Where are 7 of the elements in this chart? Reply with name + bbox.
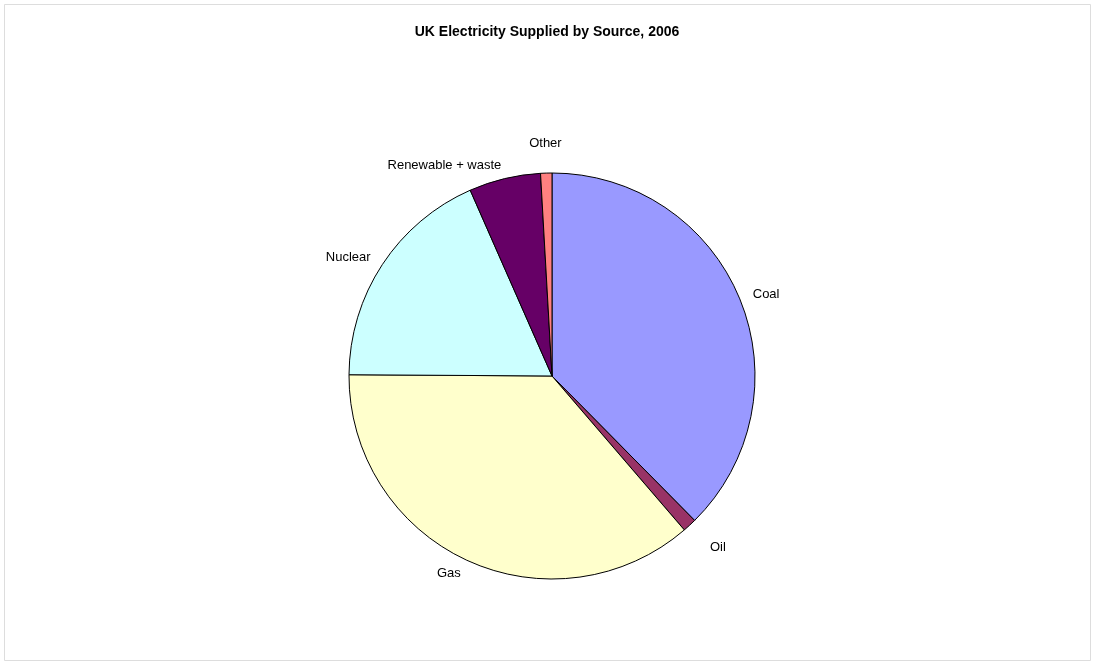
slice-label: Renewable + waste <box>387 157 502 172</box>
slice-label: Coal <box>752 285 780 301</box>
slice-label: Gas <box>437 564 462 580</box>
chart-title: UK Electricity Supplied by Source, 2006 <box>414 23 680 39</box>
slice-label: Nuclear <box>325 248 372 264</box>
slice-label: Other <box>529 135 563 151</box>
slice-label: Oil <box>709 539 726 555</box>
